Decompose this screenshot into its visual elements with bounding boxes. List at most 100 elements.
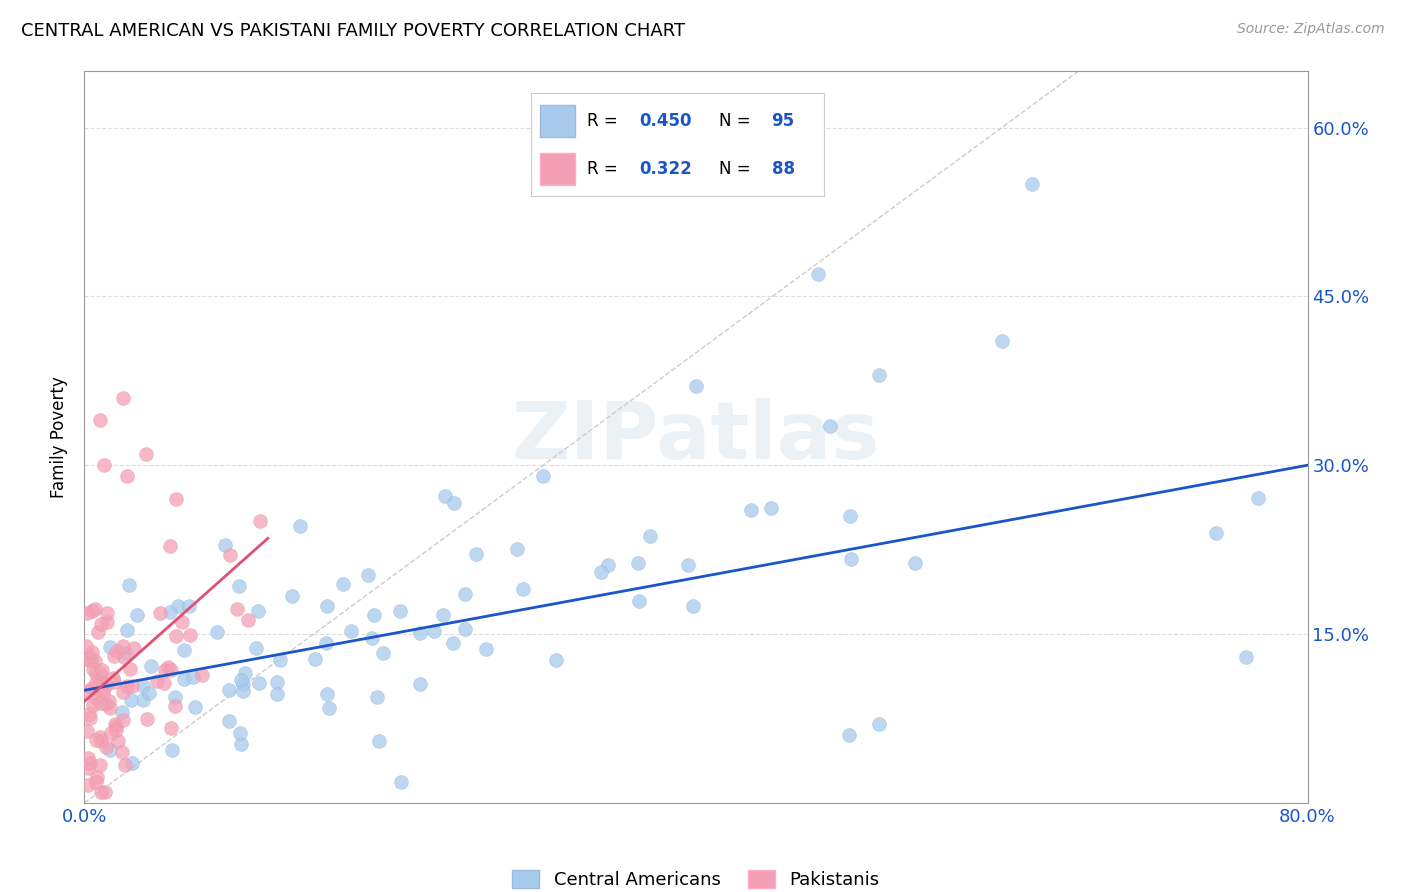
- Point: [98, 640, 121, 654]
- Point: [114, 757, 136, 772]
- Point: [389, 774, 412, 789]
- Point: [104, 719, 127, 733]
- Point: [105, 723, 128, 737]
- Point: [225, 602, 247, 616]
- Point: [76, 724, 98, 739]
- Point: [111, 706, 134, 720]
- Point: [740, 503, 762, 517]
- Point: [77, 706, 100, 721]
- Point: [90, 617, 112, 632]
- Point: [163, 690, 186, 704]
- Point: [228, 726, 250, 740]
- Point: [165, 491, 187, 506]
- Point: [232, 677, 254, 691]
- Point: [160, 663, 183, 677]
- Point: [340, 624, 363, 638]
- Point: [443, 496, 465, 510]
- Point: [682, 599, 704, 613]
- Point: [233, 665, 256, 680]
- Point: [434, 489, 457, 503]
- Point: [409, 676, 432, 690]
- Point: [475, 641, 498, 656]
- Point: [869, 717, 891, 731]
- Point: [288, 518, 311, 533]
- Point: [77, 751, 100, 765]
- Point: [160, 722, 183, 736]
- Point: [82, 604, 104, 618]
- Point: [84, 690, 107, 705]
- Point: [86, 770, 108, 784]
- Point: [441, 636, 464, 650]
- Point: [76, 684, 98, 698]
- Point: [266, 675, 288, 690]
- Point: [627, 556, 650, 570]
- Point: [82, 645, 104, 659]
- Point: [218, 714, 240, 728]
- Point: [360, 631, 382, 645]
- Point: [454, 587, 477, 601]
- Point: [838, 728, 860, 742]
- Point: [218, 548, 240, 562]
- Point: [91, 663, 114, 677]
- Point: [79, 650, 101, 665]
- Point: [111, 713, 134, 727]
- Point: [112, 649, 135, 664]
- Point: [96, 606, 118, 620]
- Point: [105, 644, 128, 658]
- Point: [318, 701, 340, 715]
- Point: [247, 676, 270, 690]
- Point: [464, 547, 486, 561]
- Point: [121, 756, 143, 770]
- Point: [117, 624, 139, 638]
- Point: [991, 334, 1014, 349]
- Point: [76, 779, 98, 793]
- Point: [628, 593, 651, 607]
- Point: [531, 469, 554, 483]
- Point: [132, 693, 155, 707]
- Point: [89, 697, 111, 711]
- Point: [146, 674, 169, 689]
- Point: [115, 646, 138, 660]
- Point: [839, 551, 862, 566]
- Text: CENTRAL AMERICAN VS PAKISTANI FAMILY POVERTY CORRELATION CHART: CENTRAL AMERICAN VS PAKISTANI FAMILY POV…: [21, 22, 685, 40]
- Point: [89, 731, 111, 745]
- Point: [93, 458, 115, 473]
- Point: [266, 687, 288, 701]
- Point: [315, 635, 337, 649]
- Point: [111, 684, 134, 698]
- Point: [316, 599, 339, 614]
- Point: [179, 627, 201, 641]
- Point: [409, 626, 432, 640]
- Point: [111, 745, 134, 759]
- Point: [759, 501, 782, 516]
- Point: [94, 784, 117, 798]
- Point: [107, 734, 129, 748]
- Point: [100, 743, 122, 757]
- Point: [160, 743, 183, 757]
- Point: [231, 737, 253, 751]
- Point: [90, 784, 112, 798]
- Point: [100, 726, 122, 740]
- Point: [191, 668, 214, 682]
- Point: [512, 582, 534, 596]
- Point: [89, 758, 111, 772]
- Point: [103, 674, 125, 689]
- Point: [304, 652, 326, 666]
- Point: [77, 761, 100, 775]
- Point: [138, 686, 160, 700]
- Point: [678, 558, 700, 572]
- Point: [807, 267, 830, 281]
- Point: [598, 558, 620, 572]
- Point: [96, 697, 118, 711]
- Point: [869, 368, 891, 383]
- Point: [120, 693, 142, 707]
- Point: [214, 538, 236, 552]
- Point: [111, 391, 134, 405]
- Point: [172, 615, 194, 630]
- Point: [269, 652, 291, 666]
- Y-axis label: Family Poverty: Family Poverty: [51, 376, 69, 498]
- Point: [89, 413, 111, 427]
- Point: [179, 599, 201, 613]
- Point: [205, 625, 228, 640]
- Point: [232, 683, 254, 698]
